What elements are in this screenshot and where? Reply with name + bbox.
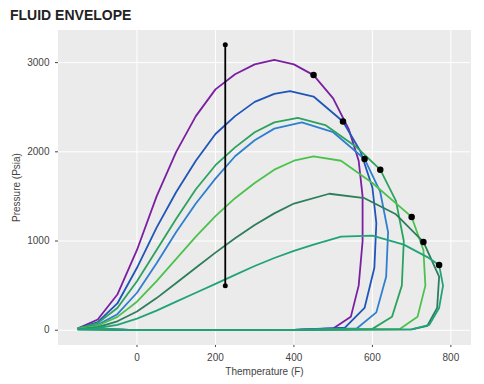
svg-text:800: 800 [443,352,460,363]
svg-text:1000: 1000 [27,235,50,246]
svg-text:200: 200 [207,352,224,363]
svg-text:600: 600 [364,352,381,363]
svg-text:3000: 3000 [27,57,50,68]
svg-text:0: 0 [44,324,50,335]
svg-text:2000: 2000 [27,146,50,157]
html-text:FLUID ENVELOPE: FLUID ENVELOPE [10,7,132,23]
svg-text:400: 400 [286,352,303,363]
svg-text:0: 0 [134,352,140,363]
svg-text:Themperature (F): Themperature (F) [225,366,303,377]
svg-text:Pressure (Psia): Pressure (Psia) [11,153,22,222]
